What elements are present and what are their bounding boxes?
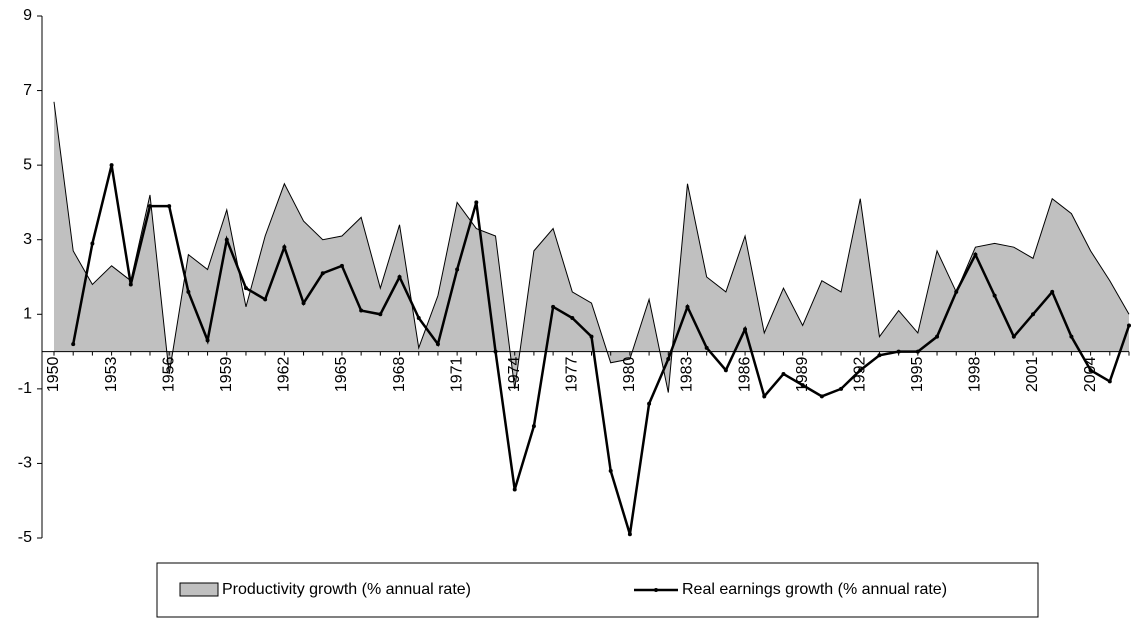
area [54, 101, 1129, 393]
y-tick-label: 5 [23, 156, 32, 173]
area-outline [53, 101, 1130, 393]
point [167, 204, 172, 209]
y-tick-label: 3 [23, 231, 32, 248]
x-tick-label: 1983 [679, 356, 696, 392]
y-tick-label: 1 [23, 306, 32, 323]
point [1031, 312, 1036, 317]
point [858, 368, 863, 373]
x-tick-label: 1965 [333, 356, 350, 392]
point [320, 271, 325, 276]
point [205, 338, 210, 343]
y-tick-label: -3 [18, 455, 32, 472]
point [1088, 368, 1093, 373]
point [339, 263, 344, 268]
point [570, 316, 575, 321]
x-tick-label: 1953 [103, 356, 120, 392]
point [359, 308, 364, 313]
point [474, 200, 479, 205]
point [186, 289, 191, 294]
point [531, 424, 536, 429]
point [263, 297, 268, 302]
y-tick-label: -1 [18, 380, 32, 397]
point [666, 357, 671, 362]
point [551, 304, 556, 309]
point [685, 304, 690, 309]
x-tick-label: 1974 [506, 356, 523, 392]
x-tick-label: 1977 [564, 356, 581, 392]
y-tick-label: 9 [23, 7, 32, 24]
point [147, 204, 152, 209]
x-tick-label: 1998 [967, 356, 984, 392]
x-tick-label: 1962 [276, 356, 293, 392]
legend-swatch [179, 582, 219, 597]
y-tick-label: -5 [18, 529, 32, 546]
point [954, 289, 959, 294]
x-tick-label: 1980 [621, 356, 638, 392]
point [455, 267, 460, 272]
point [743, 327, 748, 332]
x-tick-label: 1950 [45, 356, 62, 392]
point [243, 286, 248, 291]
point [493, 349, 498, 354]
point [762, 394, 767, 399]
point [819, 394, 824, 399]
x-tick-label: 1959 [218, 356, 235, 392]
point [992, 293, 997, 298]
point [781, 371, 786, 376]
point [589, 334, 594, 339]
legend-point [654, 588, 658, 592]
point [1069, 334, 1074, 339]
point [839, 386, 844, 391]
point [877, 353, 882, 358]
point [397, 275, 402, 279]
x-tick-label: 1986 [736, 356, 753, 392]
x-tick-label: 2001 [1024, 356, 1041, 392]
point [608, 468, 613, 473]
point [416, 316, 421, 321]
point [378, 312, 383, 317]
legend-box [156, 562, 1039, 618]
point [109, 163, 114, 168]
point [435, 342, 440, 347]
legend-label: Real earnings growth (% annual rate) [682, 581, 947, 598]
point [71, 342, 76, 347]
point [915, 349, 920, 354]
point [128, 282, 133, 287]
y-tick-label: 7 [23, 82, 32, 99]
point [282, 245, 287, 250]
x-tick-label: 1971 [448, 356, 465, 392]
line [71, 164, 1131, 535]
x-tick-label: 1992 [851, 356, 868, 392]
point [1107, 379, 1112, 384]
point [627, 532, 632, 537]
point [224, 237, 229, 242]
x-tick-label: 1995 [909, 356, 926, 392]
point [1127, 323, 1131, 328]
point [973, 252, 978, 257]
legend-label: Productivity growth (% annual rate) [222, 581, 471, 598]
point [704, 345, 709, 350]
point [1011, 334, 1016, 339]
point [1050, 289, 1055, 294]
point [935, 334, 940, 339]
x-tick-label: 1968 [391, 356, 408, 392]
x-tick-label: 1956 [160, 356, 177, 392]
point [301, 301, 306, 306]
point [896, 349, 901, 354]
point [800, 383, 805, 388]
point [512, 487, 517, 492]
x-tick-label: 2004 [1082, 356, 1099, 392]
point [647, 401, 652, 406]
point [90, 241, 95, 246]
point [723, 368, 728, 373]
